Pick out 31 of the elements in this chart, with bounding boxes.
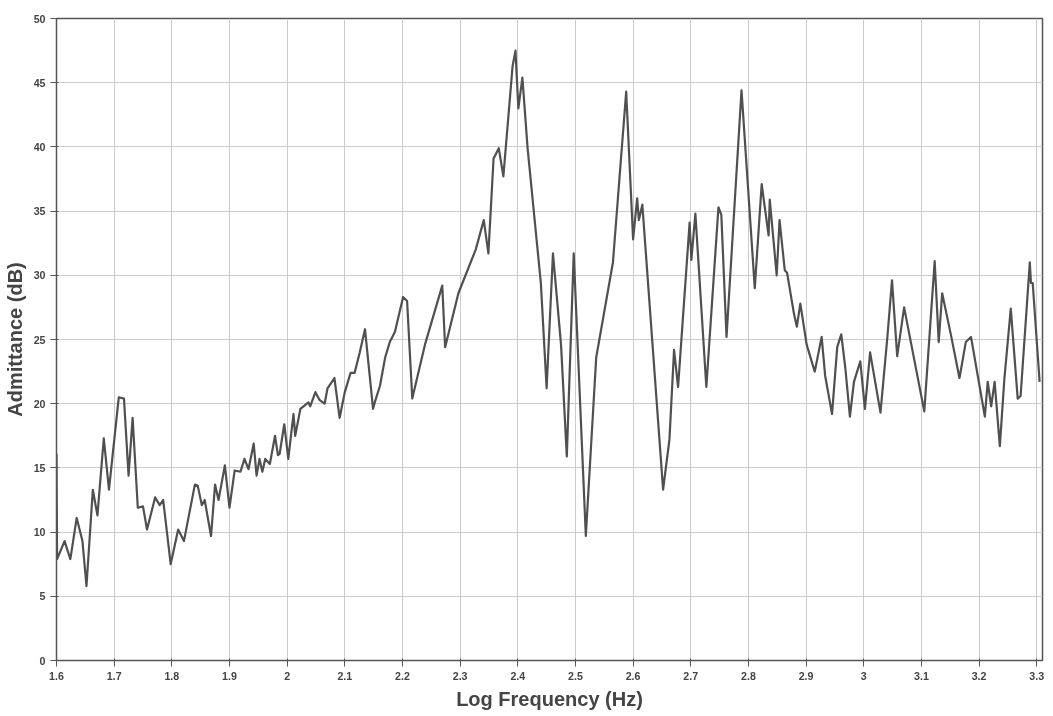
x-tick-label: 3.2	[971, 669, 987, 682]
x-tick-label: 1.6	[49, 669, 64, 682]
y-tick-label: 40	[33, 140, 46, 153]
x-tick-label: 2.6	[625, 669, 641, 682]
y-tick-label: 15	[33, 461, 46, 474]
x-tick-label: 2.9	[798, 669, 814, 682]
x-tick-label: 2.7	[683, 669, 699, 682]
x-tick-label: 3.3	[1029, 669, 1045, 682]
x-axis-title: Log Frequency (Hz)	[456, 687, 643, 710]
x-tick-label: 1.7	[106, 669, 122, 682]
x-tick-label: 1.8	[164, 669, 180, 682]
y-tick-label: 35	[33, 205, 46, 218]
y-tick-label: 10	[33, 526, 46, 539]
x-tick-label: 3	[860, 669, 867, 682]
x-tick-label: 2.2	[395, 669, 410, 682]
x-tick-label: 2.4	[510, 669, 526, 682]
x-tick-label: 1.9	[222, 669, 237, 682]
x-tick-label: 2.5	[568, 669, 583, 682]
x-tick-label: 2	[284, 669, 291, 682]
x-tick-label: 3.1	[914, 669, 929, 682]
y-tick-label: 45	[33, 76, 46, 89]
x-tick-label: 2.8	[741, 669, 756, 682]
y-tick-label: 25	[33, 333, 46, 346]
x-tick-label: 2.3	[452, 669, 468, 682]
y-tick-label: 5	[39, 590, 46, 603]
y-tick-label: 20	[33, 397, 46, 410]
y-axis-title: Admittance (dB)	[3, 262, 26, 417]
y-tick-label: 30	[33, 269, 46, 282]
x-tick-label: 2.1	[337, 669, 353, 682]
y-tick-label: 0	[39, 654, 46, 667]
y-tick-label: 50	[33, 12, 46, 25]
